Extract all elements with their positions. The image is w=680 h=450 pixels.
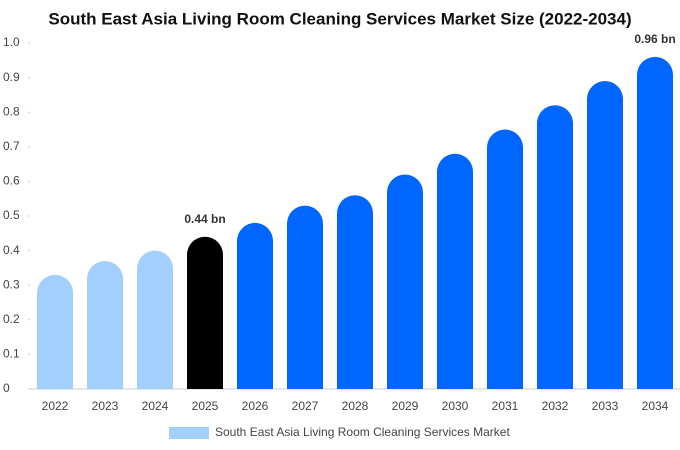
legend-label: South East Asia Living Room Cleaning Ser… [215,425,510,439]
y-tick-label: 0.6 [3,174,20,188]
bar [87,260,123,389]
x-tick-label: 2023 [92,399,119,413]
bar [37,274,73,389]
bar [337,195,373,389]
x-tick-label: 2028 [342,399,369,413]
value-label: 0.44 bn [184,212,225,226]
y-tick-label: 0.7 [3,139,20,153]
x-tick-label: 2029 [392,399,419,413]
bar [537,105,573,389]
y-tick-label: 0.4 [3,243,20,257]
x-tick-label: 2030 [442,399,469,413]
bar [237,222,273,389]
bar [487,129,523,389]
y-tick-label: 0.1 [3,347,20,361]
x-tick-label: 2032 [542,399,569,413]
x-tick-label: 2025 [192,399,219,413]
y-tick-label: 0.2 [3,312,20,326]
y-tick-label: 0.5 [3,208,20,222]
bar [287,205,323,389]
chart-title: South East Asia Living Room Cleaning Ser… [48,9,631,28]
bar [387,174,423,389]
x-tick-label: 2034 [642,399,669,413]
legend-swatch [169,427,209,439]
bar [637,56,673,390]
x-tick-label: 2026 [242,399,269,413]
bar [437,153,473,389]
x-tick-label: 2022 [42,399,69,413]
y-tick-label: 0.9 [3,70,20,84]
bar [187,236,223,389]
x-tick-label: 2033 [592,399,619,413]
x-tick-label: 2024 [142,399,169,413]
bar [587,81,623,389]
y-tick-label: 0.8 [3,104,20,118]
x-tick-label: 2031 [492,399,519,413]
bar [137,250,173,389]
value-label: 0.96 bn [634,32,675,46]
x-tick-label: 2027 [292,399,319,413]
y-tick-label: 1.0 [3,35,20,49]
y-tick-label: 0 [3,381,10,395]
y-tick-label: 0.3 [3,277,20,291]
